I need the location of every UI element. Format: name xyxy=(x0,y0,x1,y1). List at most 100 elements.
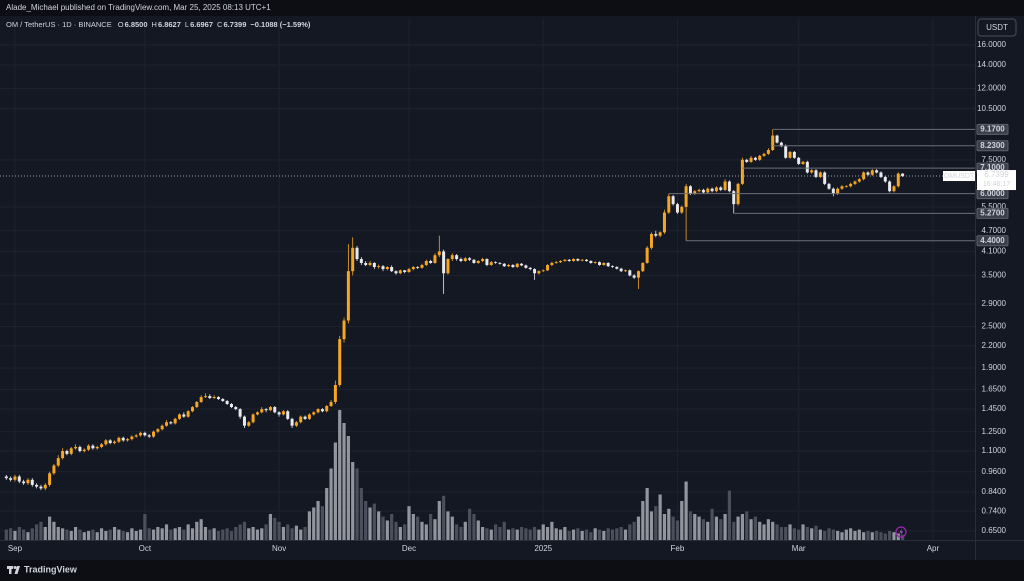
candle-body xyxy=(615,267,619,269)
candle-body xyxy=(476,260,480,263)
footer-bar xyxy=(0,560,1024,581)
volume-bar xyxy=(216,530,221,540)
candle-body xyxy=(589,260,593,263)
volume-bar xyxy=(792,528,796,540)
volume-bar xyxy=(372,503,376,540)
y-tick-label: 0.9600 xyxy=(982,467,1007,476)
volume-bar xyxy=(338,410,342,540)
volume-bar xyxy=(623,529,628,540)
candle-body xyxy=(697,189,701,192)
candle-body xyxy=(559,260,563,263)
volume-bar xyxy=(558,529,563,540)
volume-bar xyxy=(671,516,675,540)
candle-body xyxy=(468,258,472,260)
candle-body xyxy=(546,264,550,271)
volume-bar xyxy=(91,529,95,540)
volume-bar xyxy=(532,527,537,540)
candle-body xyxy=(13,476,17,480)
candle-body xyxy=(26,479,30,484)
volume-bar xyxy=(177,527,182,540)
volume-bar xyxy=(481,527,485,540)
candle-body xyxy=(515,263,519,268)
candle-body xyxy=(502,263,506,267)
volume-bar xyxy=(30,528,34,540)
volume-bar xyxy=(766,519,770,540)
candle-body xyxy=(623,270,627,272)
candle-body xyxy=(134,435,138,437)
candle-body xyxy=(879,172,883,177)
candle-body xyxy=(152,431,156,437)
volume-bar xyxy=(4,529,8,540)
y-tick-label: 12.0000 xyxy=(977,84,1006,93)
candle-body xyxy=(740,159,744,184)
ohlc-name: O xyxy=(118,20,124,29)
candle-body xyxy=(238,409,242,417)
currency-label: USDT xyxy=(986,23,1008,32)
candle-body xyxy=(888,181,892,192)
currency-button[interactable] xyxy=(977,18,1017,37)
volume-bar xyxy=(342,423,346,540)
candle-body xyxy=(87,445,91,450)
volume-bar xyxy=(255,529,260,540)
candle-body xyxy=(788,151,792,158)
volume-bar xyxy=(810,528,814,540)
alert-icon[interactable] xyxy=(895,526,907,538)
candle-body xyxy=(169,422,173,424)
y-tick-label: 16.0000 xyxy=(977,40,1006,49)
candle-body xyxy=(281,411,285,415)
volume-bar xyxy=(511,528,515,540)
candle-body xyxy=(572,259,576,261)
volume-bar xyxy=(13,530,17,540)
candle-body xyxy=(450,255,454,260)
candle-body xyxy=(632,275,636,278)
volume-bar xyxy=(333,442,337,540)
volume-bar xyxy=(320,506,324,540)
candle-body xyxy=(870,170,874,175)
volume-bar xyxy=(112,527,117,540)
candle-body xyxy=(260,409,264,413)
volume-bar xyxy=(234,527,238,540)
candle-body xyxy=(810,170,814,173)
candle-body xyxy=(437,251,441,256)
candle-body xyxy=(520,263,524,266)
candle-body xyxy=(190,407,194,412)
volume-bar xyxy=(416,516,420,540)
volume-bar xyxy=(446,511,450,540)
volume-bar xyxy=(771,521,775,540)
top-bar xyxy=(0,0,1024,16)
volume-bar xyxy=(355,468,359,540)
candle-body xyxy=(216,397,220,400)
candle-body xyxy=(844,186,848,188)
candle-body xyxy=(636,271,640,278)
volume-bar xyxy=(307,511,311,540)
candle-body xyxy=(753,157,757,160)
volume-bar xyxy=(589,532,593,540)
candle-body xyxy=(234,407,238,410)
volume-bar xyxy=(424,524,428,540)
volume-bar xyxy=(524,528,528,540)
logo-part xyxy=(9,566,12,574)
candle-body xyxy=(710,188,714,192)
candle-body xyxy=(338,339,342,386)
volume-bar xyxy=(684,481,688,540)
candle-body xyxy=(30,479,34,485)
volume-bar xyxy=(390,514,394,540)
candle-body xyxy=(195,401,199,408)
candle-body xyxy=(827,183,831,189)
candle-body xyxy=(511,264,515,268)
candle-body xyxy=(472,259,476,263)
volume-bar xyxy=(39,521,43,540)
y-tick-label: 1.4500 xyxy=(982,404,1007,413)
candle-body xyxy=(221,399,225,401)
volume-bar xyxy=(351,462,355,540)
volume-bar xyxy=(662,514,667,540)
volume-bar xyxy=(628,524,632,540)
volume-bar xyxy=(17,527,21,540)
volume-bar xyxy=(407,506,411,540)
volume-bar xyxy=(879,532,883,540)
volume-bar xyxy=(732,521,736,540)
volume-bar xyxy=(836,530,840,540)
volume-bar xyxy=(870,532,874,540)
volume-bar xyxy=(195,521,199,540)
